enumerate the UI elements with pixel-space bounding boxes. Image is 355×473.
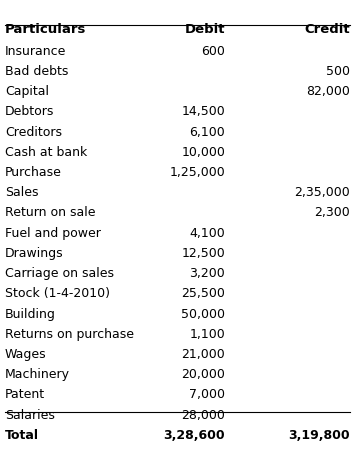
Text: Capital: Capital [5,85,49,98]
Text: 82,000: 82,000 [306,85,350,98]
Text: 3,200: 3,200 [189,267,225,280]
Text: Cash at bank: Cash at bank [5,146,87,159]
Text: Particulars: Particulars [5,23,86,35]
Text: 600: 600 [201,44,225,58]
Text: 21,000: 21,000 [181,348,225,361]
Text: 2,35,000: 2,35,000 [294,186,350,199]
Text: 20,000: 20,000 [181,368,225,381]
Text: Credit: Credit [305,23,350,35]
Text: 2,300: 2,300 [314,206,350,219]
Text: Debit: Debit [185,23,225,35]
Text: 12,500: 12,500 [181,247,225,260]
Text: 14,500: 14,500 [181,105,225,118]
Text: Return on sale: Return on sale [5,206,95,219]
Text: Total: Total [5,429,39,442]
Text: Machinery: Machinery [5,368,70,381]
Text: Carriage on sales: Carriage on sales [5,267,114,280]
Text: Sales: Sales [5,186,38,199]
Text: Drawings: Drawings [5,247,64,260]
Text: Stock (1-4-2010): Stock (1-4-2010) [5,287,110,300]
Text: Returns on purchase: Returns on purchase [5,328,134,341]
Text: 6,100: 6,100 [189,125,225,139]
Text: Purchase: Purchase [5,166,62,179]
Text: Wages: Wages [5,348,47,361]
Text: 50,000: 50,000 [181,307,225,321]
Text: 4,100: 4,100 [189,227,225,240]
Text: Fuel and power: Fuel and power [5,227,101,240]
Text: Patent: Patent [5,388,45,402]
Text: Building: Building [5,307,56,321]
Text: 28,000: 28,000 [181,409,225,421]
Text: 7,000: 7,000 [189,388,225,402]
Text: 1,25,000: 1,25,000 [169,166,225,179]
Text: 3,19,800: 3,19,800 [289,429,350,442]
Text: Debtors: Debtors [5,105,54,118]
Text: 3,28,600: 3,28,600 [163,429,225,442]
Text: 10,000: 10,000 [181,146,225,159]
Text: 500: 500 [326,65,350,78]
Text: Creditors: Creditors [5,125,62,139]
Text: 1,100: 1,100 [189,328,225,341]
Text: Insurance: Insurance [5,44,66,58]
Text: Salaries: Salaries [5,409,55,421]
Text: 25,500: 25,500 [181,287,225,300]
Text: Bad debts: Bad debts [5,65,68,78]
